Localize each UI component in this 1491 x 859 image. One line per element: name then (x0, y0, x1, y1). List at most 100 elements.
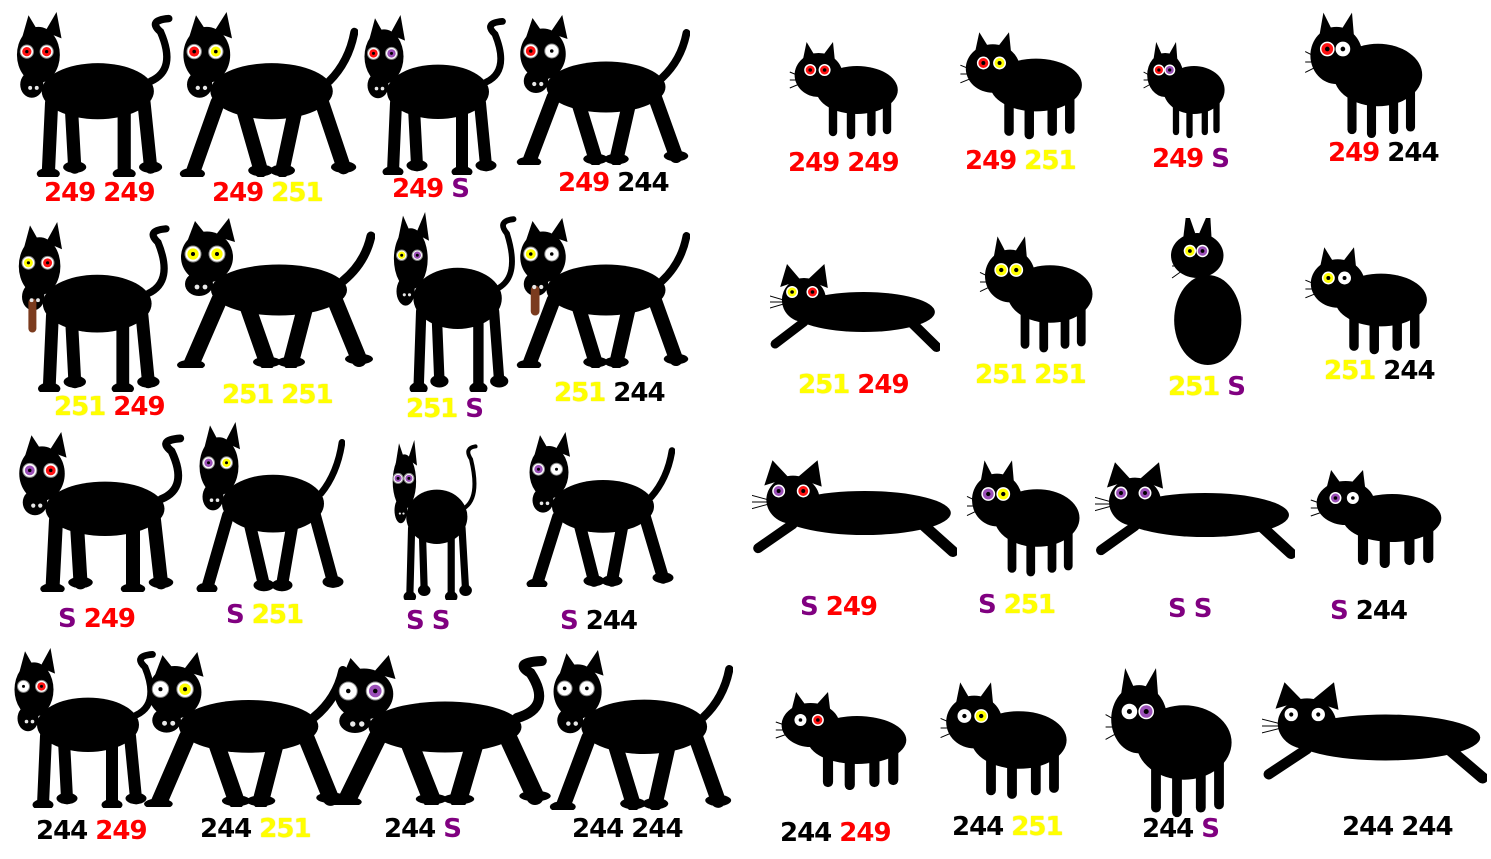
cat-eye (1338, 271, 1351, 285)
dog-sprite (364, 15, 506, 175)
cat-eye (1321, 271, 1335, 285)
dog-label: 249 244 (558, 168, 670, 198)
dog-eye (396, 249, 408, 261)
cat-eye (976, 56, 990, 70)
cat-eye (1284, 707, 1298, 722)
cat-sprite (966, 460, 1080, 577)
dog-label-part: 244 (617, 168, 669, 198)
cat-label-part: 249 (1152, 144, 1204, 174)
dog-eye (544, 43, 560, 59)
dog-eye (151, 680, 170, 698)
cat-label-part: 251 (1003, 590, 1056, 620)
dog-label: S 251 (226, 600, 304, 630)
dog-eye (43, 462, 59, 478)
dog-label-part: S (560, 606, 579, 636)
dog-eye (39, 44, 54, 59)
cat-label-part: 244 (1142, 814, 1194, 844)
cat-sprite (1095, 462, 1295, 559)
dog-body (179, 12, 358, 177)
cat-eye (974, 709, 989, 723)
dog-label-part: 249 (44, 178, 96, 208)
cat-eye (1138, 703, 1154, 720)
dog-body (14, 648, 156, 808)
dog-label-part: S (451, 174, 470, 204)
cat-sprite (1143, 42, 1225, 139)
dog-label: 251 251 (222, 382, 334, 408)
dog-eye (532, 462, 545, 476)
cat-label: 251 249 (798, 370, 910, 400)
dog-eye (385, 46, 398, 60)
dog-label: 244 S (384, 816, 462, 842)
dog-label-part: 249 (103, 178, 155, 208)
cat-body (946, 682, 1067, 799)
dog-label: 244 251 (200, 814, 312, 844)
cat-label-part: S (1227, 372, 1246, 402)
cat-sprite (789, 42, 898, 140)
cat-label: S 249 (800, 592, 878, 622)
cat-body (1111, 668, 1232, 818)
cat-label-part: S (978, 590, 997, 620)
cat-eye (811, 714, 824, 726)
dog-label-part: 249 (558, 168, 610, 198)
dog-label-part: 249 (392, 174, 444, 204)
dog-eye (338, 681, 358, 701)
cat-body (972, 460, 1080, 577)
dog-label-part: 251 (251, 600, 304, 630)
cat-eye (957, 709, 972, 723)
cat-label: 244 244 (1342, 812, 1454, 842)
cat-label-part: 251 (1024, 146, 1076, 176)
dog-body (196, 422, 345, 592)
dog-eye (367, 46, 380, 60)
whiskers (789, 71, 810, 89)
dog-label-part: 244 (613, 378, 665, 408)
cat-sprite (1310, 470, 1442, 568)
cat-eye (804, 64, 817, 76)
dog-eye (22, 462, 38, 478)
dog-label: 249 S (392, 174, 470, 204)
cat-label-part: 249 (857, 370, 909, 400)
dog-eye (220, 456, 233, 470)
cat-sprite (960, 32, 1082, 140)
dog-eye (556, 680, 573, 697)
dog-sprite (516, 218, 690, 368)
cat-body (1310, 12, 1423, 139)
cat-eye (1335, 41, 1351, 57)
dog-label: 249 249 (44, 178, 156, 208)
cat-label-part: S (800, 592, 819, 622)
dog-label: 251 S (406, 394, 484, 424)
whiskers (1304, 51, 1327, 73)
dog-eye (208, 43, 224, 60)
dog-body (516, 15, 690, 165)
cat-label-part: S (1193, 594, 1213, 624)
dog-label-part: 251 (54, 392, 106, 422)
dog-eye (176, 680, 194, 698)
dog-label: S 244 (560, 606, 638, 636)
cat-eye (818, 64, 831, 76)
whiskers (1262, 718, 1290, 734)
cat-label-part: 244 (1401, 812, 1453, 842)
dog-sprite (18, 222, 170, 392)
dog-body (16, 12, 173, 177)
cat-body (794, 42, 898, 140)
dog-label: 251 249 (54, 392, 166, 422)
cat-eye (786, 286, 799, 298)
dog-label-part: 251 (406, 394, 458, 424)
cat-label-part: 249 (965, 146, 1017, 176)
cat-label-part: S (1211, 144, 1230, 174)
cat-label: 251 251 (975, 362, 1087, 388)
dog-sprite (179, 12, 358, 177)
dog-label: 251 244 (554, 378, 666, 408)
cat-label-part: 251 (1168, 372, 1220, 402)
dog-body (364, 15, 506, 175)
dog-label-part: 251 (259, 814, 311, 844)
cat-eye (796, 484, 810, 498)
dog-label: 244 244 (572, 816, 684, 842)
cat-label: 244 S (1142, 814, 1220, 844)
cat-label-part: 249 (1328, 138, 1380, 168)
cat-eye (1009, 263, 1024, 277)
cat-body (1263, 682, 1487, 784)
cat-eye (1138, 486, 1152, 500)
cat-label: 249 249 (788, 150, 900, 176)
cat-eye (772, 484, 786, 498)
dog-body (177, 218, 375, 368)
